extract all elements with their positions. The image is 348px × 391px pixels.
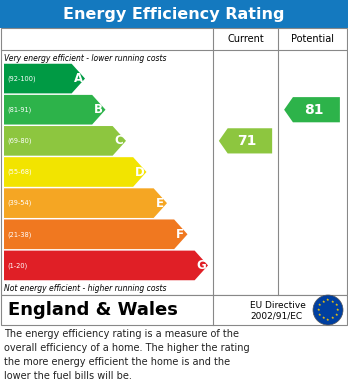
Text: Energy Efficiency Rating: Energy Efficiency Rating xyxy=(63,7,285,22)
Polygon shape xyxy=(4,95,105,125)
Polygon shape xyxy=(4,219,188,249)
Polygon shape xyxy=(219,128,272,153)
Polygon shape xyxy=(4,64,85,93)
Circle shape xyxy=(313,295,343,325)
Polygon shape xyxy=(4,157,147,187)
Text: G: G xyxy=(197,259,206,272)
Polygon shape xyxy=(4,188,167,218)
Polygon shape xyxy=(4,126,126,156)
Text: C: C xyxy=(114,135,124,147)
Text: ★: ★ xyxy=(318,313,322,317)
Polygon shape xyxy=(284,97,340,122)
Text: (81-91): (81-91) xyxy=(7,106,31,113)
Text: ★: ★ xyxy=(331,300,334,304)
Text: Very energy efficient - lower running costs: Very energy efficient - lower running co… xyxy=(4,54,166,63)
Text: B: B xyxy=(94,103,103,116)
Text: The energy efficiency rating is a measure of the: The energy efficiency rating is a measur… xyxy=(4,329,239,339)
Text: ★: ★ xyxy=(326,317,330,322)
Text: (1-20): (1-20) xyxy=(7,262,27,269)
Text: D: D xyxy=(135,165,145,179)
Text: overall efficiency of a home. The higher the rating: overall efficiency of a home. The higher… xyxy=(4,343,250,353)
Text: (21-38): (21-38) xyxy=(7,231,31,238)
Text: 2002/91/EC: 2002/91/EC xyxy=(250,312,302,321)
Text: England & Wales: England & Wales xyxy=(8,301,178,319)
Text: ★: ★ xyxy=(336,308,339,312)
Text: ★: ★ xyxy=(334,313,338,317)
Text: (55-68): (55-68) xyxy=(7,169,32,175)
Bar xyxy=(0,0,348,28)
Bar xyxy=(1,295,347,325)
Text: (69-80): (69-80) xyxy=(7,138,32,144)
Text: ★: ★ xyxy=(318,303,322,307)
Text: 81: 81 xyxy=(304,103,324,117)
Text: Current: Current xyxy=(227,34,264,44)
Text: ★: ★ xyxy=(334,303,338,307)
Text: ★: ★ xyxy=(331,316,334,320)
Text: (92-100): (92-100) xyxy=(7,75,35,82)
Text: the more energy efficient the home is and the: the more energy efficient the home is an… xyxy=(4,357,230,367)
Text: A: A xyxy=(74,72,83,85)
Text: Potential: Potential xyxy=(291,34,333,44)
Text: 71: 71 xyxy=(238,134,257,148)
Text: F: F xyxy=(176,228,184,241)
Text: ★: ★ xyxy=(317,308,320,312)
Text: E: E xyxy=(156,197,164,210)
Text: Not energy efficient - higher running costs: Not energy efficient - higher running co… xyxy=(4,284,166,293)
Polygon shape xyxy=(4,251,208,280)
Text: ★: ★ xyxy=(322,300,325,304)
Text: lower the fuel bills will be.: lower the fuel bills will be. xyxy=(4,371,132,381)
Text: (39-54): (39-54) xyxy=(7,200,31,206)
Bar xyxy=(1,28,347,295)
Text: ★: ★ xyxy=(322,316,325,320)
Text: ★: ★ xyxy=(326,298,330,302)
Text: EU Directive: EU Directive xyxy=(250,301,306,310)
